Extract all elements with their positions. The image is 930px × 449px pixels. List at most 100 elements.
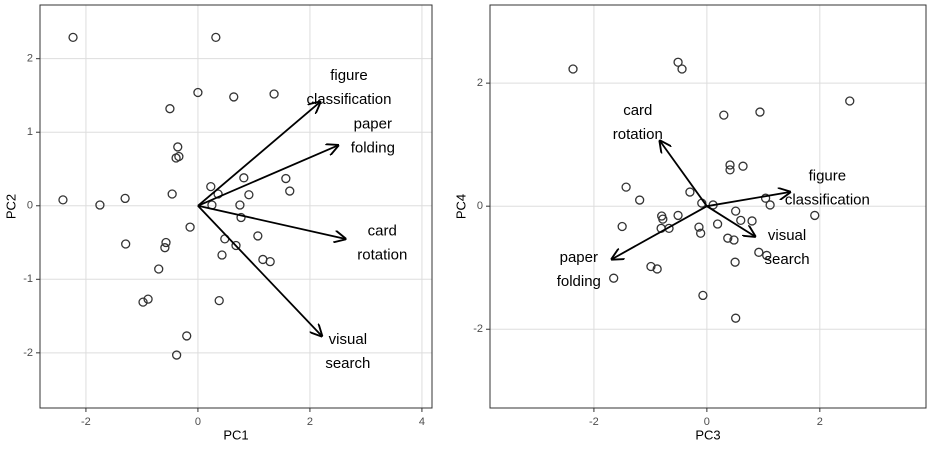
loading-label: card (368, 223, 397, 240)
point (617, 221, 627, 232)
point (736, 215, 746, 225)
point (729, 235, 739, 245)
loading-label: paper (354, 116, 392, 133)
loading-arrow (197, 102, 320, 207)
y-axis-label: PC2 (3, 194, 18, 219)
point (609, 273, 619, 283)
y-axis-label: PC4 (453, 194, 468, 219)
point (138, 297, 148, 307)
point (731, 313, 741, 323)
point (719, 110, 729, 120)
x-axis-label: PC3 (695, 427, 720, 442)
point (253, 231, 263, 241)
x-tick-label: 2 (307, 416, 313, 428)
point (121, 239, 131, 249)
point (193, 87, 203, 98)
x-tick-label: -2 (81, 416, 91, 428)
loading-label: folding (351, 140, 395, 157)
point (143, 294, 153, 304)
y-tick-label: 0 (477, 200, 483, 212)
point (765, 200, 775, 210)
point (265, 257, 275, 267)
point (217, 250, 227, 260)
point (244, 190, 254, 200)
point (685, 187, 695, 197)
point (173, 142, 183, 152)
y-tick-label: -2 (473, 323, 483, 335)
point (635, 195, 645, 205)
point (810, 210, 820, 221)
loading-label: paper (560, 249, 598, 266)
point (182, 331, 192, 341)
point (174, 151, 184, 162)
point (154, 264, 164, 274)
point (229, 92, 239, 102)
point (185, 222, 195, 232)
y-tick-label: 0 (27, 200, 33, 212)
loading-label: figure (809, 167, 847, 184)
y-tick-label: -1 (23, 273, 33, 285)
point (285, 186, 295, 196)
point (673, 57, 683, 67)
point (696, 228, 706, 238)
point (171, 350, 182, 360)
point (738, 161, 748, 171)
point (621, 182, 631, 192)
loading-label: classification (785, 191, 870, 208)
x-tick-label: 0 (704, 416, 710, 428)
point (235, 200, 245, 210)
point (712, 219, 723, 229)
x-axis-label: PC1 (223, 427, 248, 442)
point (214, 295, 224, 306)
point (58, 195, 68, 205)
loading-arrow (660, 141, 708, 207)
plot-frame (489, 4, 927, 409)
loading-arrow (706, 192, 790, 208)
y-tick-label: 2 (27, 53, 33, 65)
loading-label: rotation (613, 126, 663, 143)
point (673, 210, 683, 221)
point (725, 165, 735, 175)
loading-arrow (612, 205, 708, 259)
y-tick-label: 1 (27, 126, 33, 138)
point (698, 290, 708, 301)
loading-label: figure (330, 67, 368, 84)
point (167, 189, 177, 199)
point (206, 181, 216, 192)
point (664, 223, 674, 233)
point (231, 240, 241, 251)
y-tick-label: -2 (23, 347, 33, 359)
point (762, 250, 772, 261)
loading-label: visual (768, 227, 806, 244)
y-tick-label: 2 (477, 77, 483, 89)
x-tick-label: -2 (589, 416, 599, 428)
point (211, 32, 221, 43)
x-tick-label: 4 (419, 416, 425, 428)
point (646, 261, 656, 272)
point (694, 222, 704, 232)
loading-label: folding (557, 273, 601, 290)
point (165, 104, 175, 114)
loading-label: visual (329, 331, 367, 348)
x-tick-label: 0 (195, 416, 201, 428)
loading-label: card (623, 102, 652, 119)
point (120, 193, 130, 204)
point (269, 89, 279, 99)
loading-label: search (765, 251, 810, 268)
point (754, 247, 764, 257)
loading-arrow (197, 145, 338, 207)
point (658, 214, 668, 224)
loading-arrow (197, 204, 345, 239)
point (677, 64, 687, 74)
point (723, 233, 733, 243)
loading-arrow (706, 205, 755, 236)
point (747, 216, 757, 226)
point (281, 173, 291, 184)
point (730, 257, 740, 267)
point (239, 173, 249, 183)
point (755, 107, 765, 117)
point (731, 206, 741, 216)
point (95, 200, 105, 210)
point (68, 32, 78, 43)
